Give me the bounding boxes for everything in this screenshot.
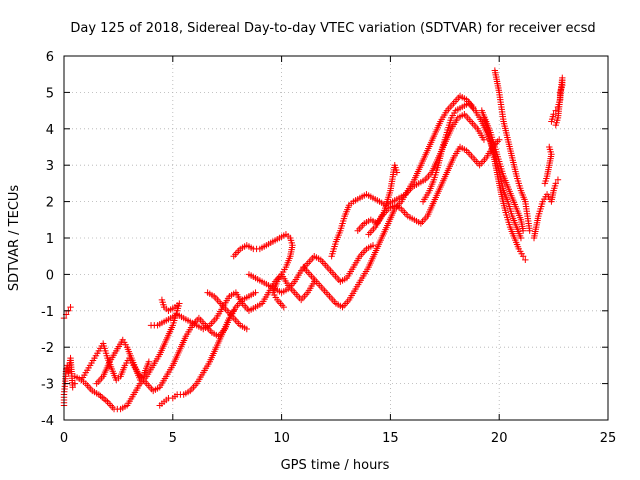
axis-ticks (63, 55, 609, 421)
y-tick-label: 6 (46, 50, 54, 65)
data-point (519, 227, 527, 234)
y-axis-label: SDTVAR / TECUs (7, 185, 22, 292)
data-point (546, 143, 553, 151)
y-tick-label: 4 (46, 123, 54, 138)
x-tick-label: 20 (491, 431, 508, 446)
x-tick-label: 10 (273, 431, 290, 446)
x-tick-label: 15 (382, 431, 399, 446)
data-point (526, 227, 533, 234)
data-point (252, 289, 259, 296)
data-markers (60, 67, 566, 413)
tick-labels: 0 5 10 15 20 25 -4 -3 -2 -1 0 1 2 3 4 5 6 (41, 50, 616, 446)
x-tick-label: 25 (600, 431, 617, 446)
data-point (522, 256, 529, 264)
y-tick-label: -2 (41, 341, 54, 356)
data-point (550, 111, 557, 118)
data-point (243, 325, 250, 333)
data-point (552, 107, 559, 114)
y-tick-label: 1 (46, 232, 54, 247)
data-point (552, 121, 559, 129)
grid-lines (64, 56, 608, 420)
y-tick-label: 5 (46, 86, 54, 101)
data-point (369, 242, 377, 249)
data-point (554, 176, 562, 183)
y-tick-label: -4 (41, 414, 54, 429)
data-point (67, 303, 74, 311)
chart-title: Day 125 of 2018, Sidereal Day-to-day VTE… (70, 21, 595, 36)
x-axis-label: GPS time / hours (281, 458, 390, 473)
data-point (158, 296, 166, 304)
y-tick-label: -3 (41, 378, 54, 393)
y-tick-label: 0 (46, 268, 54, 283)
data-point (280, 303, 287, 311)
x-tick-label: 0 (60, 431, 68, 446)
y-tick-label: 3 (46, 159, 54, 174)
data-point (393, 169, 401, 176)
x-tick-label: 5 (169, 431, 177, 446)
data-point (496, 136, 503, 143)
data-point (145, 358, 153, 365)
y-tick-label: -1 (41, 305, 54, 320)
y-tick-label: 2 (46, 196, 54, 211)
data-point (71, 380, 79, 387)
data-point (69, 384, 76, 391)
data-point (552, 180, 559, 187)
data-point (480, 136, 488, 143)
data-point (517, 234, 525, 242)
data-point (519, 253, 527, 260)
